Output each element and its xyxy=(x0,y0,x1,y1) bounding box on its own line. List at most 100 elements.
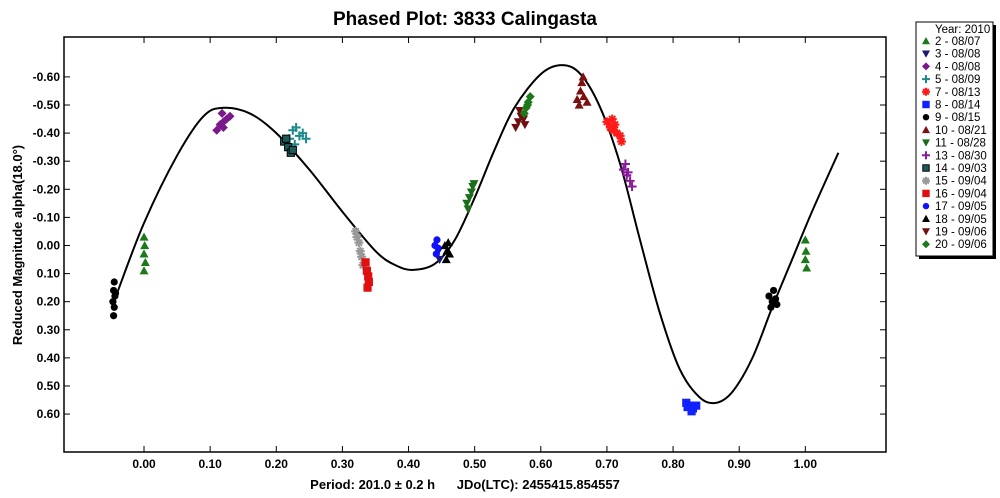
data-point xyxy=(218,122,228,132)
data-point xyxy=(140,240,150,250)
data-point xyxy=(623,167,633,177)
data-point xyxy=(773,300,781,309)
y-axis-label: Reduced Magnitude alpha(18.0°) xyxy=(10,145,25,345)
data-point xyxy=(610,120,620,130)
legend-marker-icon xyxy=(922,202,930,210)
data-point xyxy=(357,252,367,262)
data-point xyxy=(110,278,118,286)
legend-marker-icon xyxy=(922,125,930,134)
data-point xyxy=(445,249,455,258)
data-point xyxy=(464,194,474,203)
data-point xyxy=(432,250,440,258)
data-point xyxy=(363,283,372,292)
legend-marker-icon xyxy=(922,75,930,84)
legend-entry: 13 - 08/30 xyxy=(935,150,987,162)
legend-marker-icon xyxy=(922,100,930,109)
data-point xyxy=(109,312,118,320)
y-tick-label: -0.10 xyxy=(33,210,61,224)
data-point xyxy=(301,134,311,144)
x-tick-label: 0.70 xyxy=(595,457,619,471)
data-point xyxy=(110,303,118,311)
data-point xyxy=(582,97,592,106)
data-point xyxy=(625,176,635,186)
y-tick-label: -0.50 xyxy=(33,98,61,112)
legend-entry: 10 - 08/21 xyxy=(935,125,987,137)
legend-entry: 16 - 09/04 xyxy=(935,188,987,200)
data-point xyxy=(355,246,365,256)
data-point xyxy=(361,258,370,267)
data-point xyxy=(511,123,521,132)
data-point xyxy=(765,292,773,300)
legend-marker-icon xyxy=(922,228,930,236)
legend-entry: 11 - 08/28 xyxy=(935,138,986,150)
y-tick-label: 0.00 xyxy=(37,238,61,252)
data-point xyxy=(525,92,535,102)
data-point xyxy=(519,115,529,124)
legend-entry: 5 - 08/09 xyxy=(935,74,980,86)
y-tick-label: 0.10 xyxy=(37,267,61,281)
y-tick-label: -0.20 xyxy=(33,182,61,196)
data-point xyxy=(767,303,775,311)
data-point xyxy=(615,131,625,141)
legend-marker-icon xyxy=(922,240,930,249)
data-point xyxy=(618,165,628,175)
data-point xyxy=(139,249,149,258)
data-point xyxy=(111,289,120,297)
legend-marker-icon xyxy=(922,139,930,147)
data-point xyxy=(291,122,301,132)
legend-entry: 3 - 08/08 xyxy=(935,49,980,61)
legend-marker-icon xyxy=(922,164,930,172)
data-point xyxy=(574,100,584,109)
data-point xyxy=(354,238,364,248)
data-point xyxy=(683,402,692,412)
legend-title: Year: 2010 xyxy=(935,24,990,36)
data-point xyxy=(140,257,150,266)
legend-entry: 15 - 09/04 xyxy=(935,176,987,188)
data-point xyxy=(620,159,630,169)
legend-entry: 17 - 09/05 xyxy=(935,201,987,213)
x-tick-label: 0.00 xyxy=(132,457,156,471)
legend-entry: 19 - 09/06 xyxy=(935,227,987,239)
data-point xyxy=(616,137,626,147)
legend-entry: 7 - 08/13 xyxy=(935,87,980,99)
x-axis-label: Period: 201.0 ± 0.2 h JDo(LTC): 2455415.… xyxy=(310,477,620,492)
data-point xyxy=(441,255,451,264)
x-tick-label: 1.00 xyxy=(794,457,818,471)
x-tick-label: 0.60 xyxy=(529,457,553,471)
legend-marker-icon xyxy=(922,87,930,96)
legend-entry: 4 - 08/08 xyxy=(935,61,980,73)
y-tick-label: -0.60 xyxy=(33,70,61,84)
y-tick-label: -0.40 xyxy=(33,126,61,140)
data-point xyxy=(433,236,441,244)
data-point xyxy=(692,401,701,410)
legend-marker-icon xyxy=(922,114,930,121)
y-tick-label: 0.60 xyxy=(37,407,61,421)
data-point xyxy=(523,100,533,110)
legend-marker-icon xyxy=(922,214,930,222)
data-point xyxy=(282,134,291,143)
x-tick-label: 0.40 xyxy=(397,457,421,471)
data-point xyxy=(225,111,235,121)
legend-marker-icon xyxy=(922,50,930,58)
data-points xyxy=(109,72,812,416)
data-point xyxy=(627,181,637,191)
legend-entry: 18 - 09/05 xyxy=(935,214,987,226)
data-point xyxy=(139,266,149,275)
data-point xyxy=(577,78,587,87)
data-point xyxy=(607,114,617,124)
chart-title: Phased Plot: 3833 Calingasta xyxy=(333,9,597,30)
legend-entry: 2 - 08/07 xyxy=(935,36,980,48)
data-point xyxy=(443,238,453,247)
x-tick-label: 0.90 xyxy=(728,457,752,471)
data-point xyxy=(462,199,472,208)
fit-curve xyxy=(116,64,840,405)
data-point xyxy=(513,118,523,127)
legend-marker-icon xyxy=(922,176,930,185)
y-tick-label: 0.20 xyxy=(37,295,61,309)
y-tick-label: 0.40 xyxy=(37,351,61,365)
data-point xyxy=(434,244,442,252)
data-point xyxy=(579,92,589,101)
data-point xyxy=(435,255,445,265)
x-tick-label: 0.30 xyxy=(331,457,355,471)
